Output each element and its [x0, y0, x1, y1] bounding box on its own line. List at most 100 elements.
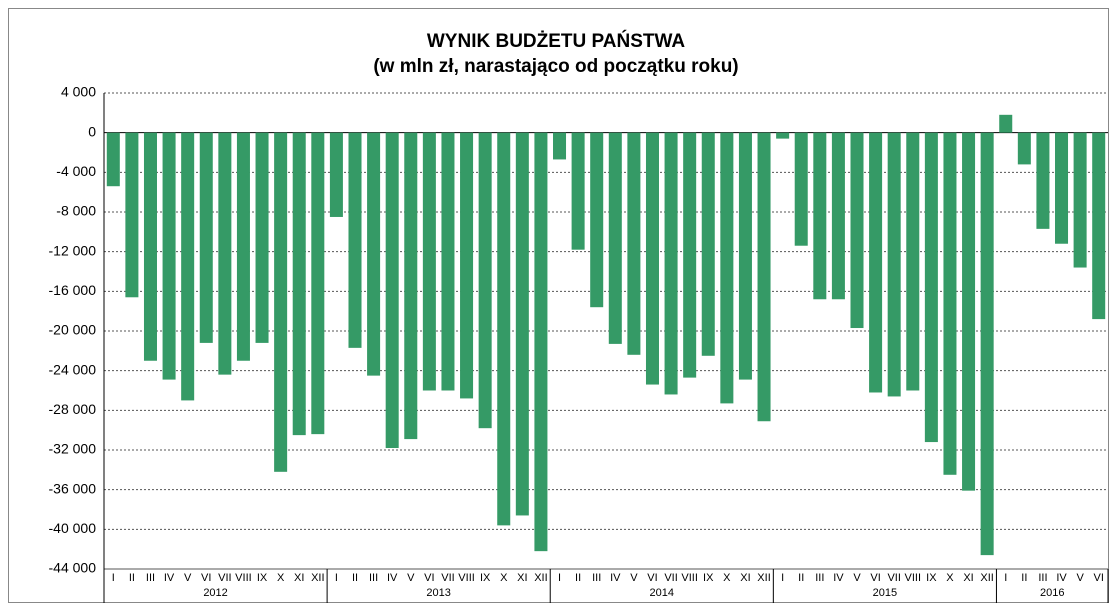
bar	[143, 132, 157, 361]
bar	[292, 132, 306, 436]
x-tick-label: VI	[870, 572, 880, 584]
x-tick-label: X	[277, 572, 285, 584]
x-tick-label: IV	[387, 572, 398, 584]
y-tick-label: -12 000	[49, 242, 97, 258]
bar	[385, 132, 399, 449]
y-tick-label: -8 000	[56, 203, 96, 219]
bar	[887, 132, 901, 397]
y-tick-label: -4 000	[56, 163, 96, 179]
y-tick-label: -24 000	[49, 361, 97, 377]
bar	[1055, 132, 1069, 244]
bar	[125, 132, 139, 298]
x-tick-label: II	[129, 572, 135, 584]
y-tick-label: -28 000	[49, 401, 97, 417]
bar	[460, 132, 474, 399]
x-tick-label: VIII	[905, 572, 922, 584]
y-tick-label: -16 000	[49, 282, 97, 298]
bar	[441, 132, 455, 391]
x-tick-label: XII	[311, 572, 324, 584]
x-tick-label: VI	[647, 572, 657, 584]
bar	[553, 132, 567, 160]
x-tick-label: V	[184, 572, 192, 584]
x-tick-label: II	[798, 572, 804, 584]
bar	[422, 132, 436, 391]
x-tick-label: I	[558, 572, 561, 584]
x-tick-label: VI	[1094, 572, 1104, 584]
bar	[701, 132, 715, 356]
x-tick-label: I	[335, 572, 338, 584]
bar	[683, 132, 697, 378]
bar	[162, 132, 176, 380]
x-tick-label: I	[112, 572, 115, 584]
bar	[106, 132, 120, 187]
bar	[1036, 132, 1050, 229]
x-tick-label: IX	[480, 572, 491, 584]
bar	[924, 132, 938, 443]
bar	[329, 132, 343, 217]
x-tick-label: I	[1004, 572, 1007, 584]
bar	[255, 132, 269, 343]
x-tick-label: XI	[294, 572, 304, 584]
bar	[757, 132, 771, 422]
bar	[590, 132, 604, 308]
bar	[348, 132, 362, 348]
bar	[831, 132, 845, 300]
y-tick-label: -40 000	[49, 520, 97, 536]
x-tick-label: VII	[664, 572, 677, 584]
bar	[627, 132, 641, 355]
year-label: 2013	[426, 587, 450, 599]
bar	[236, 132, 250, 361]
x-tick-label: V	[853, 572, 861, 584]
bar	[1092, 132, 1106, 320]
bar	[720, 132, 734, 404]
x-tick-label: V	[407, 572, 415, 584]
x-tick-label: III	[592, 572, 601, 584]
x-tick-label: VI	[424, 572, 434, 584]
x-tick-label: V	[630, 572, 638, 584]
bar	[478, 132, 492, 429]
x-tick-label: IV	[610, 572, 621, 584]
bar	[850, 132, 864, 329]
x-tick-label: IX	[257, 572, 268, 584]
x-tick-label: III	[815, 572, 824, 584]
bar	[943, 132, 957, 475]
x-tick-label: III	[369, 572, 378, 584]
x-tick-label: XI	[963, 572, 973, 584]
x-tick-label: II	[575, 572, 581, 584]
x-tick-label: I	[781, 572, 784, 584]
x-tick-label: V	[1076, 572, 1084, 584]
bar	[645, 132, 659, 385]
y-tick-label: 4 000	[61, 84, 96, 100]
x-tick-label: III	[1038, 572, 1047, 584]
year-label: 2014	[650, 587, 674, 599]
x-tick-label: VII	[441, 572, 454, 584]
bar	[794, 132, 808, 246]
x-tick-label: IX	[926, 572, 937, 584]
year-label: 2016	[1040, 587, 1064, 599]
bar	[571, 132, 585, 250]
x-tick-label: II	[1021, 572, 1027, 584]
bar	[776, 132, 790, 139]
bar	[906, 132, 920, 391]
bar	[181, 132, 195, 401]
x-tick-label: III	[146, 572, 155, 584]
year-label: 2015	[873, 587, 897, 599]
y-tick-label: -36 000	[49, 480, 97, 496]
chart-subtitle: (w mln zł, narastająco od początku roku)	[373, 56, 738, 77]
x-tick-label: VIII	[235, 572, 252, 584]
bar	[980, 132, 994, 556]
bar	[813, 132, 827, 300]
x-tick-label: XI	[740, 572, 750, 584]
bar	[738, 132, 752, 380]
x-tick-label: II	[352, 572, 358, 584]
y-tick-label: -32 000	[49, 441, 97, 457]
bar	[1017, 132, 1031, 165]
x-tick-label: XII	[757, 572, 770, 584]
x-tick-label: XII	[980, 572, 993, 584]
x-tick-label: IV	[164, 572, 175, 584]
x-tick-label: VIII	[458, 572, 475, 584]
bar	[664, 132, 678, 395]
x-tick-label: X	[500, 572, 508, 584]
bar	[218, 132, 232, 375]
